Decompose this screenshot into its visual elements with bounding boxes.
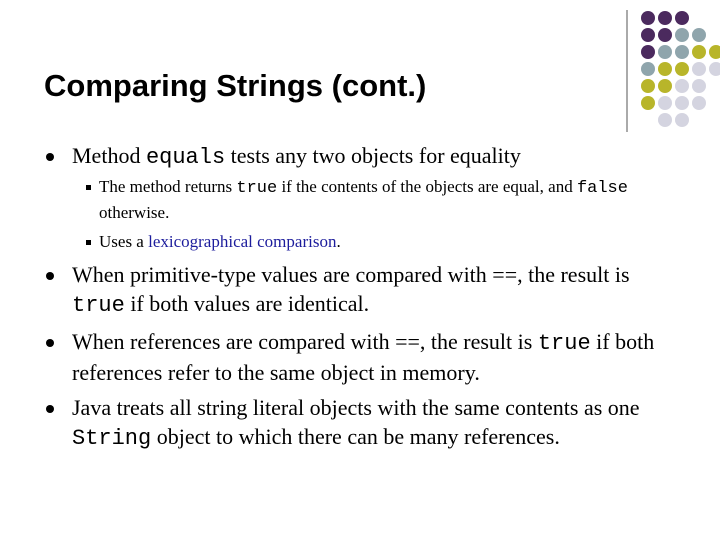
text: The method returns: [99, 177, 237, 196]
bullet: When references are compared with ==, th…: [72, 327, 678, 387]
code: equals: [145, 145, 226, 170]
link[interactable]: lexicographical comparison: [148, 232, 337, 251]
sub-bullet: The method returns true if the contents …: [99, 175, 679, 225]
title: Comparing Strings (cont.): [44, 68, 427, 103]
text: Uses a: [99, 232, 149, 251]
bullet: When primitive-type values are compared …: [72, 260, 678, 320]
text: Method: [72, 143, 146, 168]
decoration: [626, 10, 720, 132]
sub-bullet: Uses a lexicographical comparison.: [99, 230, 679, 254]
text: tests any two objects for equality: [225, 143, 521, 168]
text: if the contents of the objects are equal…: [277, 177, 577, 196]
code: false: [576, 179, 628, 198]
text: When primitive-type values are compared …: [72, 262, 630, 287]
code: String: [72, 426, 152, 451]
bullet-marker: [46, 405, 54, 413]
text: When references are compared with ==, th…: [72, 329, 538, 354]
bullet: Method equals tests any two objects for …: [72, 141, 678, 172]
dot-grid: [641, 11, 720, 127]
code: true: [236, 179, 278, 198]
sub-bullet-marker: [86, 185, 91, 190]
text: object to which there can be many refere…: [151, 424, 560, 449]
text: otherwise.: [99, 203, 170, 222]
bullet-marker: [46, 339, 54, 347]
bullet-marker: [46, 153, 54, 161]
bullet-marker: [46, 272, 54, 280]
bullet: Java treats all string literal objects w…: [72, 393, 678, 453]
text: if both values are identical.: [124, 291, 370, 316]
code: true: [537, 331, 591, 356]
text: Java treats all string literal objects w…: [72, 395, 640, 420]
text: .: [336, 232, 341, 251]
code: true: [72, 293, 125, 318]
sub-bullet-marker: [86, 240, 91, 245]
text: if both references refer to the same obj…: [72, 329, 655, 385]
